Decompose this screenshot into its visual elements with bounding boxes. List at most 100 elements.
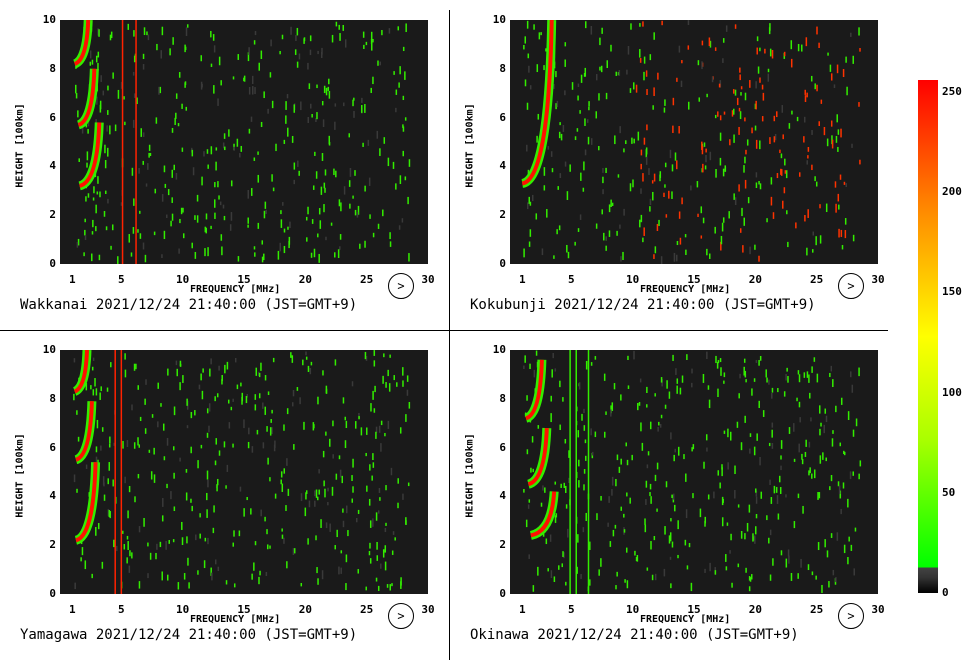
noise-speckle [255,367,258,376]
noise-speckle [547,146,550,150]
noise-speckle [652,105,654,110]
noise-speckle [240,145,243,152]
polarization-icon: > [388,603,414,629]
noise-speckle [808,470,810,476]
noise-speckle [289,221,291,229]
plot-area [510,350,878,594]
noise-speckle [407,196,409,205]
noise-speckle [261,256,264,263]
noise-speckle [315,118,317,123]
noise-speckle [402,367,404,376]
noise-speckle [137,473,140,479]
noise-speckle [531,194,534,202]
noise-speckle [352,458,354,468]
noise-speckle [352,195,354,199]
ionogram-panel-wakkanai: 0 2 4 6 8 10 1 5 10 15 20 25 30 HEIGHT [100km] FREQUEN… [0,0,450,330]
noise-speckle [384,545,387,553]
noise-speckle [247,189,250,199]
noise-speckle [283,228,286,233]
noise-speckle [169,48,171,56]
noise-speckle [762,92,765,101]
noise-speckle [761,116,764,122]
noise-speckle [372,232,375,238]
noise-speckle [153,474,156,483]
noise-speckle [324,488,326,498]
noise-speckle [139,416,142,422]
noise-speckle [639,23,641,27]
y-tick-label: 6 [499,110,506,124]
y-tick-label: 6 [49,440,56,454]
noise-speckle [89,61,92,66]
noise-speckle [140,128,142,137]
noise-speckle [375,577,378,582]
noise-speckle [283,245,286,254]
noise-speckle [258,372,261,378]
noise-speckle [685,473,687,482]
noise-speckle [226,361,229,370]
noise-speckle [816,26,818,35]
noise-speckle [263,253,265,261]
noise-speckle [774,133,777,141]
noise-speckle [729,139,731,146]
noise-speckle [264,516,266,522]
noise-speckle [650,541,652,550]
noise-speckle [852,471,855,476]
noise-speckle [584,149,587,156]
noise-speckle [685,249,687,255]
noise-speckle [353,97,355,101]
noise-speckle [724,165,727,172]
noise-speckle [835,203,837,213]
noise-speckle [720,367,722,376]
echo-trace [78,122,102,188]
noise-speckle [721,496,724,506]
noise-speckle [854,527,857,532]
noise-speckle [265,571,268,576]
noise-speckle [408,159,411,167]
noise-speckle [265,209,267,214]
noise-speckle [237,256,240,262]
noise-speckle [813,357,816,362]
noise-speckle [559,122,561,126]
noise-speckle [361,97,363,103]
noise-speckle [646,404,648,408]
noise-speckle [714,570,717,575]
noise-speckle [131,404,133,411]
noise-speckle [739,74,741,81]
noise-speckle [829,486,831,491]
noise-speckle [779,487,782,494]
noise-speckle [578,382,581,390]
noise-speckle [220,80,222,86]
noise-speckle [674,152,677,161]
noise-speckle [214,212,216,219]
station-caption: Yamagawa 2021/12/24 21:40:00 (JST=GMT+9) [20,627,358,643]
noise-speckle [690,185,692,191]
noise-speckle [313,248,316,258]
noise-speckle [743,217,746,226]
noise-speckle [769,48,772,57]
noise-speckle [304,507,307,517]
noise-speckle [269,545,271,549]
noise-speckle [138,581,141,589]
noise-speckle [199,533,201,539]
noise-speckle [328,78,330,85]
noise-speckle [605,411,607,415]
noise-speckle [228,422,231,429]
noise-speckle [664,404,667,409]
noise-speckle [801,44,803,52]
noise-speckle [275,143,277,152]
noise-speckle [92,219,94,228]
noise-speckle [645,156,648,165]
noise-speckle [148,152,150,158]
noise-speckle [213,45,216,53]
noise-speckle [574,136,577,141]
noise-speckle [581,413,583,421]
noise-speckle [576,566,578,574]
noise-speckle [615,71,618,76]
noise-speckle [236,138,239,147]
noise-speckle [271,409,273,414]
noise-speckle [150,471,153,480]
noise-speckle [722,38,725,43]
noise-speckle [213,505,215,513]
noise-speckle [745,567,747,573]
noise-speckle [309,367,312,375]
